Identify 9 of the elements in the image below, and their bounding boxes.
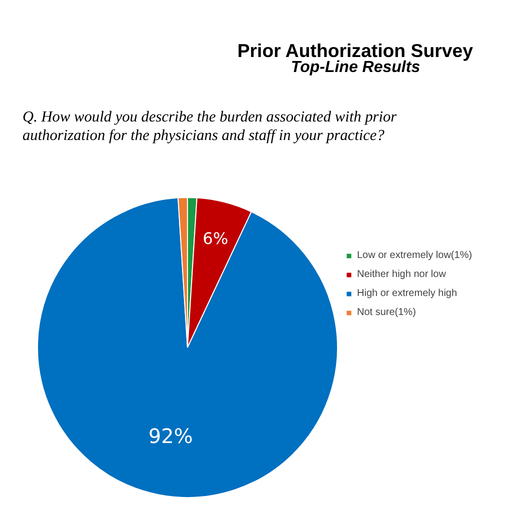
legend-label: Low or extremely low(1%) bbox=[357, 250, 472, 261]
data-label: 6% bbox=[202, 229, 228, 248]
chart-title: Prior Authorization Survey bbox=[237, 40, 474, 61]
text: Q. How would you describe the burden associated with prior authorization for the physicians and staff in your practice? bbox=[22, 108, 398, 144]
legend-label: Not sure(1%) bbox=[357, 307, 416, 318]
chart-subtitle: Top-Line Results bbox=[290, 59, 420, 76]
data-label: 92% bbox=[148, 424, 193, 448]
legend-label: High or extremely high bbox=[357, 288, 458, 299]
legend-label: Neither high nor low bbox=[357, 269, 446, 280]
